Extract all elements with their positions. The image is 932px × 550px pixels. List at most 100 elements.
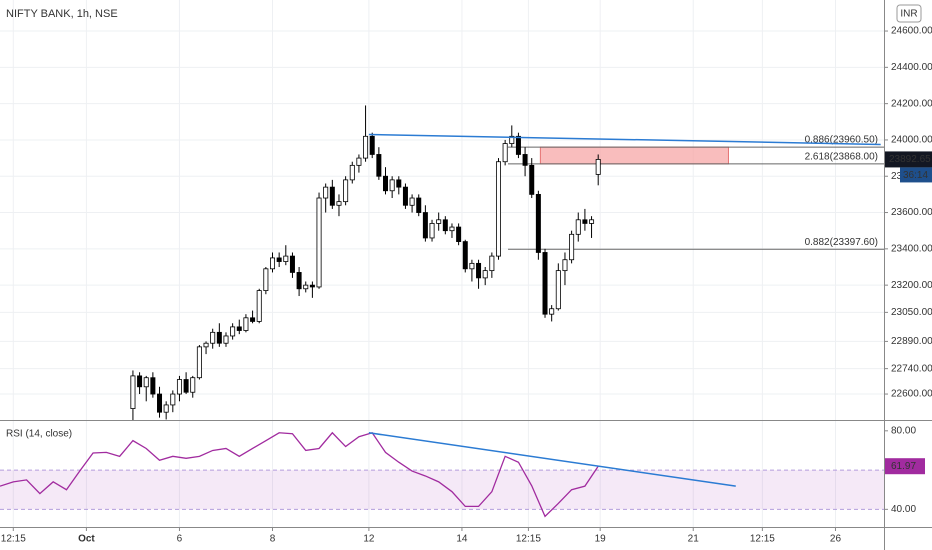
- candle-body: [575, 219, 581, 235]
- candle-body: [270, 257, 276, 270]
- candle-body: [595, 159, 601, 175]
- candle-body: [442, 219, 448, 232]
- y-tick-label: 24000.00: [891, 135, 932, 146]
- candle-body: [495, 161, 501, 257]
- rsi-band: [0, 470, 884, 510]
- currency[interactable]: INR: [900, 9, 917, 20]
- candle-body: [436, 219, 442, 224]
- y-tick-label: 23200.00: [891, 280, 932, 291]
- candle-body: [243, 317, 249, 331]
- candle-body: [223, 335, 229, 344]
- candle-body: [383, 175, 389, 192]
- candle-body: [449, 226, 455, 232]
- y-tick-label: 40.00: [891, 504, 916, 515]
- y-tick-label: 22740.00: [891, 363, 932, 374]
- candle-body: [416, 197, 422, 213]
- axes: 24600.0024400.0024200.0024000.0023800.00…: [1, 26, 932, 545]
- trend-line: [368, 432, 736, 487]
- candle-body: [456, 226, 462, 242]
- y-tick-label: 24400.00: [891, 62, 932, 73]
- candle-body: [150, 377, 156, 395]
- y-tick-label: 23050.00: [891, 307, 932, 318]
- candle-body: [376, 154, 382, 177]
- candle-body: [462, 241, 468, 270]
- countdown-label: 36:14: [903, 170, 928, 181]
- candle-body: [343, 179, 349, 203]
- price-pane: 0.886(23960.50) 2.618(23868.00) 0.882(2339…: [130, 105, 884, 420]
- candle-body: [396, 179, 402, 188]
- x-tick-label: 26: [830, 534, 842, 545]
- candle-body: [562, 259, 568, 272]
- x-tick-label: 12:15: [516, 534, 541, 545]
- rsi-value-label: 61.97: [891, 461, 916, 472]
- grid: [0, 0, 884, 527]
- candle-body: [176, 379, 182, 395]
- candle-body: [210, 331, 216, 344]
- candle-body: [489, 255, 495, 272]
- rsi-value-tag: [885, 458, 925, 475]
- candle-body: [356, 157, 362, 166]
- x-tick-label: 12:15: [1, 534, 26, 545]
- candle-body: [582, 219, 588, 224]
- x-tick-label: 19: [595, 534, 607, 545]
- candle-body: [289, 255, 295, 273]
- candle-body: [130, 375, 136, 409]
- rsi-title: RSI (14, close): [6, 429, 72, 440]
- candle-body: [250, 317, 256, 322]
- candle-body: [476, 262, 482, 279]
- y-tick-label: 22600.00: [891, 389, 932, 400]
- y-tick-label: 23600.00: [891, 207, 932, 218]
- x-tick-label: 12:15: [750, 534, 775, 545]
- y-tick-label: 24600.00: [891, 26, 932, 37]
- candle-body: [522, 154, 528, 166]
- candle-body: [170, 393, 176, 406]
- fib-label: 0.886(23960.50): [805, 135, 878, 146]
- candle-body: [309, 284, 315, 288]
- candle-body: [203, 342, 209, 348]
- fib-label: 0.882(23397.60): [805, 237, 878, 248]
- x-tick-label: 21: [688, 534, 700, 545]
- candle-body: [256, 290, 262, 322]
- candle-body: [276, 257, 282, 262]
- candle-body: [509, 135, 515, 144]
- countdown-tag: [900, 167, 932, 183]
- candle-body: [236, 326, 242, 331]
- currency-box[interactable]: [896, 4, 922, 23]
- candle-body: [369, 135, 375, 155]
- last-price-tag: [885, 151, 932, 168]
- candle-body: [549, 308, 555, 315]
- candle-body: [429, 223, 435, 239]
- candle-body: [323, 186, 329, 199]
- symbol-title: NIFTY BANK, 1h, NSE: [6, 8, 118, 20]
- candle-body: [263, 268, 269, 291]
- candle-body: [316, 197, 322, 288]
- last-price-label: 23892.65: [889, 154, 931, 165]
- candle-body: [349, 164, 355, 181]
- candle-body: [469, 262, 475, 270]
- x-tick-label: 6: [177, 534, 183, 545]
- candle-body: [329, 186, 335, 206]
- fib-label: 2.618(23868.00): [805, 152, 878, 163]
- y-tick-label: 23400.00: [891, 243, 932, 254]
- fib-zone: [539, 146, 729, 165]
- candle-body: [163, 404, 169, 413]
- candle-body: [422, 212, 428, 239]
- candle-body: [402, 186, 408, 206]
- candle-body: [409, 197, 415, 206]
- candle-body: [190, 377, 196, 393]
- candle-body: [502, 143, 508, 163]
- candle-body: [183, 379, 189, 393]
- candle-body: [336, 201, 342, 206]
- x-tick-label: 8: [270, 534, 276, 545]
- candle-body: [529, 164, 535, 195]
- y-tick-label: 22890.00: [891, 336, 932, 347]
- candle-body: [303, 284, 309, 290]
- candle-body: [535, 193, 541, 253]
- candle-body: [515, 135, 521, 155]
- x-tick-label: Oct: [78, 534, 95, 545]
- candle-body: [283, 255, 289, 262]
- candle-body: [389, 179, 395, 192]
